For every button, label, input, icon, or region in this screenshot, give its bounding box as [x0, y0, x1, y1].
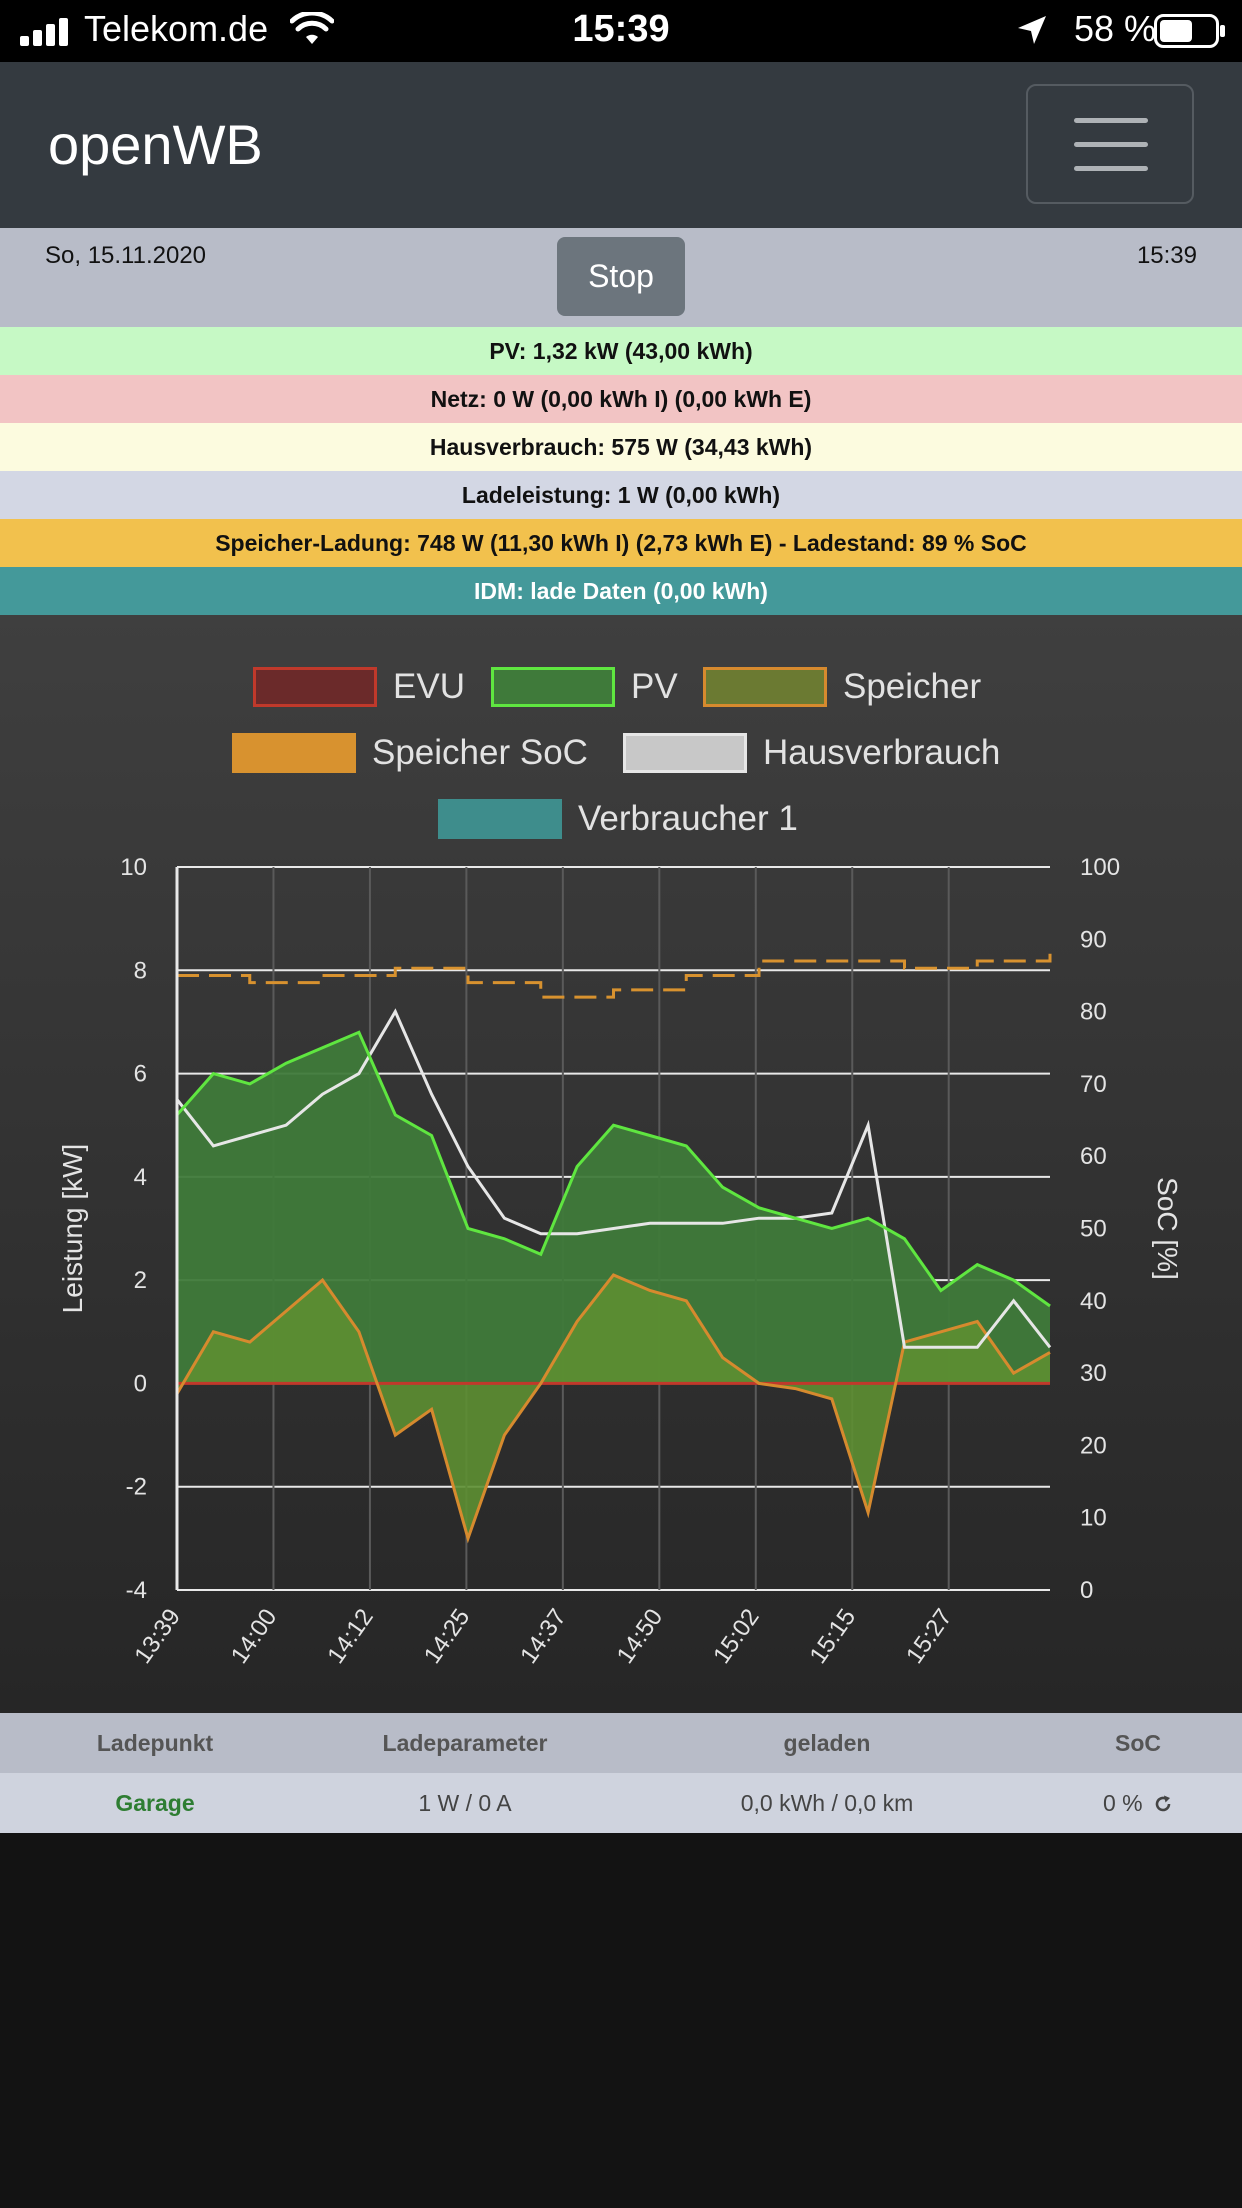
legend-item-verbraucher-1[interactable]: Verbraucher 1	[438, 799, 798, 839]
stop-button[interactable]: Stop	[557, 237, 685, 316]
carrier-name: Telekom.de	[84, 8, 269, 49]
x-tick-label: 14:25	[419, 1604, 476, 1669]
current-time: 15:39	[1136, 242, 1197, 269]
info-bar-netz: Netz: 0 W (0,00 kWh I) (0,00 kWh E)	[0, 375, 1242, 423]
y2-tick-label: 100	[1080, 854, 1120, 881]
y-tick-label: 10	[120, 854, 147, 881]
cell-geladen: 0,0 kWh / 0,0 km	[740, 1790, 914, 1816]
legend-swatch-verbraucher-1	[438, 799, 562, 839]
info-bar-pv: PV: 1,32 kW (43,00 kWh)	[0, 327, 1242, 375]
legend-swatch-speicher-soc	[232, 733, 356, 773]
y2-tick-label: 90	[1080, 926, 1107, 953]
wifi-icon	[290, 12, 334, 44]
status-time: 15:39	[572, 8, 670, 50]
legend-item-pv[interactable]: PV	[491, 667, 678, 707]
location-arrow-icon	[1018, 16, 1046, 44]
info-bar-speicher: Speicher-Ladung: 748 W (11,30 kWh I) (2,…	[0, 519, 1242, 567]
cell-ladeparameter: 1 W / 0 A	[418, 1790, 512, 1816]
x-tick-label: 14:12	[322, 1604, 379, 1669]
y2-tick-label: 70	[1080, 1071, 1107, 1098]
x-tick-label: 14:50	[612, 1604, 669, 1669]
battery-icon	[1154, 14, 1225, 48]
y-tick-label: 2	[134, 1267, 147, 1294]
y2-tick-label: 30	[1080, 1360, 1107, 1387]
legend-swatch-evu	[253, 667, 377, 707]
brand-logo-text[interactable]: openWB	[48, 113, 263, 176]
header-soc: SoC	[1115, 1730, 1161, 1756]
legend-item-evu[interactable]: EVU	[253, 667, 465, 707]
navbar: openWB	[0, 62, 1242, 228]
y-tick-label: 8	[134, 957, 147, 984]
soc-value: 0 %	[1102, 1790, 1143, 1816]
y2-tick-label: 40	[1080, 1288, 1107, 1315]
y-tick-label: 6	[134, 1061, 147, 1088]
header-geladen: geladen	[783, 1730, 871, 1756]
series-speicher-soc-line	[177, 953, 1052, 999]
legend-label-evu: EVU	[393, 667, 465, 706]
menu-toggle-button[interactable]	[1026, 84, 1194, 204]
x-tick-label: 14:00	[226, 1604, 283, 1669]
cell-ladepunkt[interactable]: Garage	[115, 1790, 195, 1816]
ladepunkt-table: Ladepunkt Ladeparameter geladen SoC Gara…	[0, 1713, 1242, 1833]
legend-label-speicher: Speicher	[843, 667, 982, 706]
y2-tick-label: 50	[1080, 1216, 1107, 1243]
x-tick-label: 15:27	[901, 1604, 958, 1669]
y-tick-label: 4	[134, 1164, 147, 1191]
y-tick-label: -4	[126, 1577, 147, 1604]
table-row: Garage 1 W / 0 A 0,0 kWh / 0,0 km 0 %	[0, 1773, 1242, 1833]
series-pv-line	[175, 1030, 1051, 1308]
current-date: So, 15.11.2020	[45, 242, 207, 269]
y2-tick-label: 80	[1080, 999, 1107, 1026]
table-header: Ladepunkt Ladeparameter geladen SoC	[0, 1713, 1242, 1773]
y2-tick-label: 0	[1080, 1577, 1093, 1604]
legend-label-hausverbrauch: Hausverbrauch	[763, 733, 1001, 772]
battery-percent: 58 %	[1074, 8, 1157, 49]
info-bar-ladeleistung: Ladeleistung: 1 W (0,00 kWh)	[0, 471, 1242, 519]
y2-tick-label: 20	[1080, 1432, 1107, 1459]
series-hausverbrauch-line	[175, 1008, 1052, 1349]
refresh-icon[interactable]	[1153, 1794, 1173, 1814]
date-bar: So, 15.11.2020 Stop 15:39	[0, 228, 1242, 327]
power-chart: EVU PV Speicher Speicher SoC Hausverbrau…	[0, 615, 1242, 1713]
y-axis-title: Leistung [kW]	[57, 1144, 88, 1314]
legend-label-verbraucher-1: Verbraucher 1	[578, 799, 798, 838]
header-ladepunkt: Ladepunkt	[96, 1730, 214, 1756]
x-tick-label: 13:39	[129, 1604, 186, 1669]
legend-swatch-hausverbrauch	[623, 733, 747, 773]
legend-label-pv: PV	[631, 667, 678, 706]
legend-swatch-pv	[491, 667, 615, 707]
cell-soc: 0 %	[1034, 1773, 1242, 1833]
y2-tick-label: 60	[1080, 1143, 1107, 1170]
status-bar: Telekom.de 15:39 58 %	[0, 0, 1242, 62]
series-pv-area	[177, 1032, 1050, 1384]
legend-item-speicher[interactable]: Speicher	[703, 667, 981, 707]
legend-item-hausverbrauch[interactable]: Hausverbrauch	[623, 733, 1000, 773]
legend-label-speicher-soc: Speicher SoC	[372, 733, 588, 772]
legend-item-speicher-soc[interactable]: Speicher SoC	[232, 733, 588, 773]
signal-icon	[20, 18, 68, 46]
y-tick-label: 0	[134, 1370, 147, 1397]
x-tick-label: 15:15	[805, 1604, 862, 1669]
x-tick-label: 14:37	[515, 1604, 572, 1669]
info-bar-idm: IDM: lade Daten (0,00 kWh)	[0, 567, 1242, 615]
y2-axis-title: SoC [%]	[1152, 1177, 1183, 1280]
x-tick-label: 15:02	[708, 1604, 765, 1669]
legend-swatch-speicher	[703, 667, 827, 707]
header-ladeparameter: Ladeparameter	[382, 1730, 548, 1756]
y-tick-label: -2	[126, 1474, 147, 1501]
info-bar-hausverbrauch: Hausverbrauch: 575 W (34,43 kWh)	[0, 423, 1242, 471]
series-speicher-area	[177, 1275, 1050, 1539]
y2-tick-label: 10	[1080, 1505, 1107, 1532]
